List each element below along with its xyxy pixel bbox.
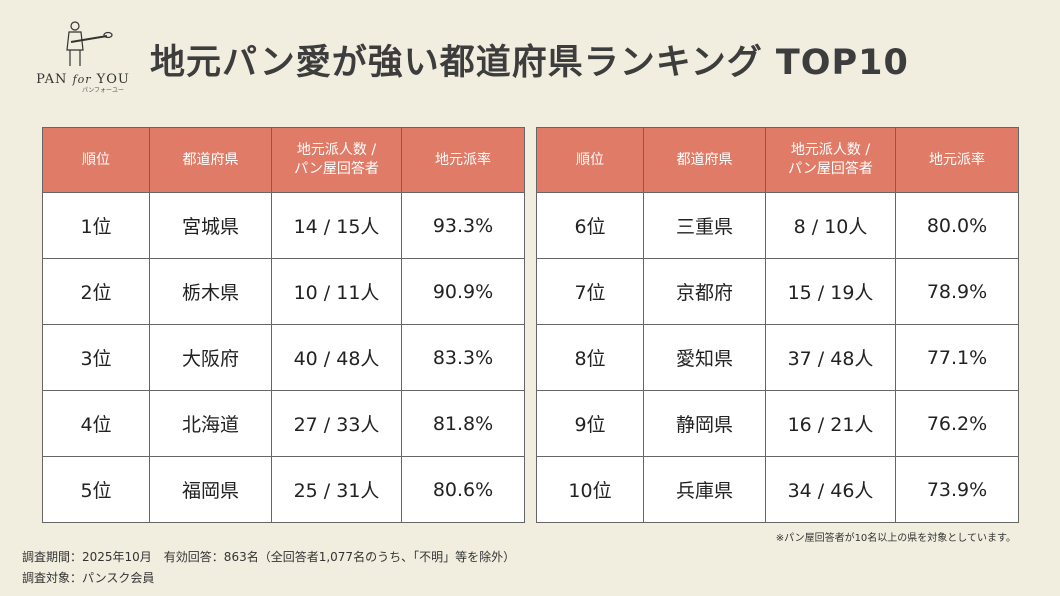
brand-kana: パンフォーユー (81, 87, 125, 94)
header-rate: 地元派率 (401, 127, 525, 193)
cell-rate: 81.8% (401, 390, 525, 457)
cell-rank: 1位 (42, 192, 150, 259)
cell-prefecture: 宮城県 (149, 192, 272, 259)
table-row: 6位 三重県 8 / 10人 80.0% (536, 192, 1019, 259)
cell-prefecture: 愛知県 (643, 324, 766, 391)
cell-rate: 76.2% (895, 390, 1019, 457)
footnote: ※パン屋回答者が10名以上の県を対象としています。 (775, 533, 1016, 544)
survey-target: 調査対象：パンスク会員 (22, 571, 155, 585)
cell-count: 14 / 15人 (271, 192, 402, 259)
cell-prefecture: 福岡県 (149, 456, 272, 523)
cell-rank: 2位 (42, 258, 150, 325)
brand-name: PAN for YOU (36, 72, 130, 87)
table-row: 3位 大阪府 40 / 48人 83.3% (42, 324, 525, 391)
header-count: 地元派人数 / パン屋回答者 (765, 127, 896, 193)
cell-prefecture: 大阪府 (149, 324, 272, 391)
table-row: 1位 宮城県 14 / 15人 93.3% (42, 192, 525, 259)
cell-count: 15 / 19人 (765, 258, 896, 325)
table-row: 8位 愛知県 37 / 48人 77.1% (536, 324, 1019, 391)
page-title: 地元パン愛が強い都道府県ランキング TOP10 (150, 43, 909, 83)
ranking-table-left: 順位 都道府県 地元派人数 / パン屋回答者 地元派率 1位 宮城県 14 / 15人 93.3… (42, 127, 525, 523)
cell-rank: 3位 (42, 324, 150, 391)
cell-rate: 80.6% (401, 456, 525, 523)
cell-rank: 6位 (536, 192, 644, 259)
cell-count: 16 / 21人 (765, 390, 896, 457)
cell-rate: 80.0% (895, 192, 1019, 259)
table-row: 7位 京都府 15 / 19人 78.9% (536, 258, 1019, 325)
cell-rate: 83.3% (401, 324, 525, 391)
cell-count: 34 / 46人 (765, 456, 896, 523)
cell-prefecture: 静岡県 (643, 390, 766, 457)
cell-count: 10 / 11人 (271, 258, 402, 325)
header-rank: 順位 (536, 127, 644, 193)
cell-rate: 90.9% (401, 258, 525, 325)
header-rank: 順位 (42, 127, 150, 193)
header-count: 地元派人数 / パン屋回答者 (271, 127, 402, 193)
cell-rate: 77.1% (895, 324, 1019, 391)
cell-rank: 4位 (42, 390, 150, 457)
baker-icon (66, 21, 113, 66)
ranking-table-right: 順位 都道府県 地元派人数 / パン屋回答者 地元派率 6位 三重県 8 / 10人 80.0%… (536, 127, 1019, 523)
header-prefecture: 都道府県 (149, 127, 272, 193)
survey-period: 調査期間：2025年10月 有効回答：863名（全回答者1,077名のうち、「不… (22, 550, 516, 564)
table-row: 2位 栃木県 10 / 11人 90.9% (42, 258, 525, 325)
cell-rate: 78.9% (895, 258, 1019, 325)
table-row: 4位 北海道 27 / 33人 81.8% (42, 390, 525, 457)
cell-prefecture: 兵庫県 (643, 456, 766, 523)
cell-count: 25 / 31人 (271, 456, 402, 523)
cell-prefecture: 三重県 (643, 192, 766, 259)
cell-prefecture: 栃木県 (149, 258, 272, 325)
cell-count: 27 / 33人 (271, 390, 402, 457)
table-row: 10位 兵庫県 34 / 46人 73.9% (536, 456, 1019, 523)
cell-prefecture: 北海道 (149, 390, 272, 457)
cell-rank: 5位 (42, 456, 150, 523)
header-rate: 地元派率 (895, 127, 1019, 193)
table-row: 9位 静岡県 16 / 21人 76.2% (536, 390, 1019, 457)
cell-count: 8 / 10人 (765, 192, 896, 259)
cell-rate: 73.9% (895, 456, 1019, 523)
cell-count: 37 / 48人 (765, 324, 896, 391)
cell-rank: 8位 (536, 324, 644, 391)
cell-rank: 7位 (536, 258, 644, 325)
cell-prefecture: 京都府 (643, 258, 766, 325)
table-row: 5位 福岡県 25 / 31人 80.6% (42, 456, 525, 523)
cell-count: 40 / 48人 (271, 324, 402, 391)
cell-rank: 10位 (536, 456, 644, 523)
cell-rank: 9位 (536, 390, 644, 457)
logo: PAN for YOU パンフォーユー (28, 18, 138, 98)
cell-rate: 93.3% (401, 192, 525, 259)
header-prefecture: 都道府県 (643, 127, 766, 193)
